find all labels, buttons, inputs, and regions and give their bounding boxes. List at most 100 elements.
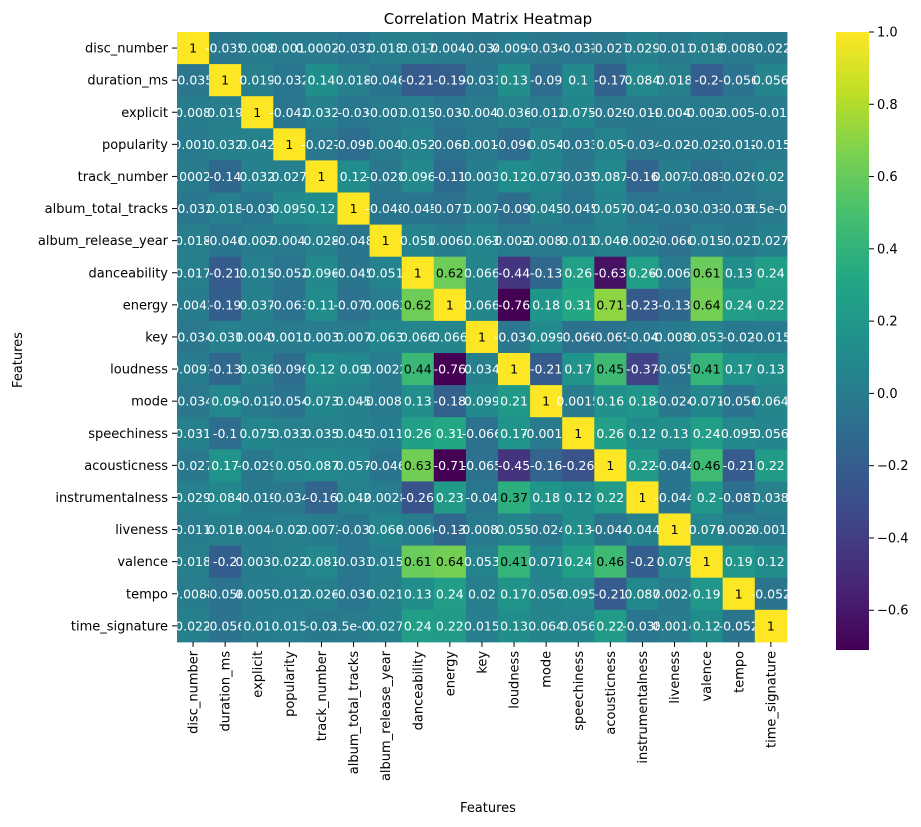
cell-value-label: 0.027	[753, 233, 789, 248]
heatmap-cell	[241, 320, 274, 354]
heatmap-cell	[722, 577, 756, 611]
cell-value-label: 0.0024	[653, 586, 697, 601]
cell-value-label: 0.19	[693, 586, 721, 601]
cell-value-label: -0.024	[526, 522, 566, 537]
cell-value-label: -0.19	[209, 297, 241, 312]
heatmap-cell	[594, 96, 627, 129]
x-tick-labels: disc_number duration_ms explicit popularity…	[187, 641, 779, 781]
cell-value-label: -0.034	[526, 41, 566, 56]
cell-value-label: -0.21	[594, 586, 626, 601]
cell-value-label: 0.41	[500, 554, 528, 569]
cell-value-label: -0.065	[462, 458, 502, 473]
cell-value-label: 0.037	[239, 297, 275, 312]
heatmap-cell	[433, 577, 467, 611]
heatmap-cell	[209, 256, 242, 290]
cell-value-label: -0.21	[402, 73, 434, 88]
heatmap-cell	[401, 385, 435, 418]
heatmap-cell	[177, 545, 210, 579]
cell-value-label: 0.11	[308, 297, 336, 312]
cell-value-label: -0.052	[269, 265, 309, 280]
cell-value-label: 1	[478, 329, 486, 344]
heatmap-cell	[722, 256, 756, 290]
cell-value-label: -0.029	[237, 458, 277, 473]
heatmap-cell	[722, 160, 756, 193]
cell-value-label: 0.015	[239, 265, 275, 280]
heatmap-cell	[690, 128, 724, 161]
cell-value-label: -0.044	[654, 458, 694, 473]
cell-value-label: 0.21	[500, 394, 528, 409]
heatmap-cell	[241, 513, 274, 547]
cell-value-label: 1	[638, 490, 646, 505]
cell-value-label: 0.079	[689, 522, 725, 537]
cell-value-label: 0.051	[368, 265, 404, 280]
heatmap-cell	[433, 545, 467, 579]
x-tick-label: valence	[700, 651, 715, 702]
heatmap-cell	[658, 481, 692, 514]
heatmap-cell	[273, 192, 306, 226]
heatmap-cell	[530, 513, 563, 547]
cell-value-label: 0.075	[239, 426, 275, 441]
y-tick-label: disc_number	[85, 42, 169, 57]
cell-value-label: 0.029	[175, 490, 211, 505]
heatmap-cell	[209, 192, 242, 226]
heatmap-cell	[401, 513, 435, 547]
cell-value-label: 0.015	[400, 105, 436, 120]
heatmap-cell	[594, 609, 627, 643]
cell-value-label: -0.048	[333, 233, 373, 248]
heatmap-cell	[273, 288, 306, 322]
heatmap-cell	[465, 481, 499, 514]
cell-value-label: 1	[671, 522, 679, 537]
x-tick-label: track_number	[315, 650, 330, 741]
heatmap-cell	[498, 96, 531, 129]
heatmap-cell	[754, 609, 788, 643]
heatmap-cell	[530, 288, 563, 322]
heatmap-cell	[433, 513, 467, 547]
heatmap-cell	[241, 577, 274, 611]
cell-value-label: 1	[606, 458, 614, 473]
heatmap-cell	[594, 128, 627, 161]
heatmap-cell	[241, 64, 274, 97]
cell-value-label: 0.056	[528, 586, 564, 601]
colorbar-tick-label: 0.8	[877, 98, 898, 113]
cell-value-label: 0.015	[464, 618, 500, 633]
cell-value-label: -0.0022	[490, 233, 538, 248]
heatmap-cell	[530, 160, 563, 193]
cell-value-label: 0.24	[725, 297, 753, 312]
heatmap-cell	[754, 288, 788, 322]
heatmap-cell	[722, 481, 756, 514]
cell-value-label: 1	[189, 41, 197, 56]
cell-value-label: 0.17	[564, 362, 592, 377]
heatmap-cell	[273, 481, 306, 514]
heatmap-cell	[562, 385, 595, 418]
heatmap-cell	[562, 160, 595, 193]
heatmap-cell	[594, 577, 627, 611]
cell-value-label: 0.008	[175, 105, 211, 120]
colorbar-tick-label: −0.4	[877, 531, 909, 546]
colorbar-tick-label: 0.4	[877, 242, 898, 257]
heatmap-cell	[337, 288, 371, 322]
heatmap-cell	[401, 128, 435, 161]
cell-value-label: 3.5e-05	[330, 618, 378, 633]
heatmap-cell	[754, 128, 788, 161]
cell-value-label: 0.095	[721, 426, 757, 441]
cell-value-label: 0.018	[368, 41, 404, 56]
cell-value-label: 1	[221, 73, 229, 88]
cell-value-label: -0.031	[462, 73, 502, 88]
cell-value-label: 0.0031	[235, 554, 279, 569]
heatmap-cell	[369, 160, 403, 193]
heatmap-cell	[626, 449, 659, 482]
cell-value-label: 0.096	[400, 169, 436, 184]
heatmap-cell	[369, 192, 403, 226]
cell-value-label: 0.031	[207, 329, 243, 344]
heatmap-cell	[722, 449, 756, 482]
cell-value-label: 0.64	[436, 554, 464, 569]
heatmap-cell	[530, 128, 563, 161]
heatmap-cell	[562, 577, 595, 611]
cell-value-label: 0.0022	[364, 362, 408, 377]
heatmap-cell	[177, 96, 210, 129]
cell-value-label: 0.071	[528, 554, 564, 569]
cell-value-label: -0.18	[434, 394, 466, 409]
cell-value-label: -0.03	[658, 201, 690, 216]
cell-value-label: 0.0091	[492, 41, 536, 56]
x-tick-label: album_total_tracks	[347, 651, 362, 775]
